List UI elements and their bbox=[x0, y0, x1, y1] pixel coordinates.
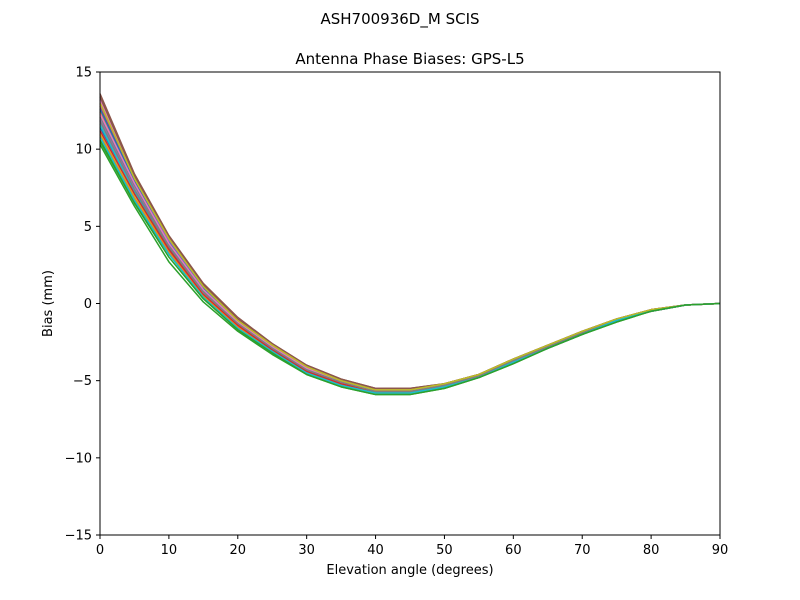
series-line-6 bbox=[99, 93, 721, 390]
x-axis-ticks: 0 10 20 30 40 50 60 70 80 90 bbox=[96, 535, 728, 558]
series-line-12 bbox=[99, 134, 721, 394]
series-line-8 bbox=[99, 116, 721, 393]
series-line-9 bbox=[99, 133, 721, 394]
series-line-2 bbox=[99, 111, 721, 391]
x-tick-label: 80 bbox=[643, 543, 660, 558]
y-axis-ticks: −15 −10 −5 0 5 10 15 bbox=[65, 66, 100, 544]
x-tick-label: 70 bbox=[574, 543, 591, 558]
series-line-4 bbox=[99, 105, 721, 391]
x-tick-label: 30 bbox=[298, 543, 315, 558]
x-tick-label: 10 bbox=[161, 543, 178, 558]
series-line-19 bbox=[99, 102, 721, 391]
series-line-14 bbox=[99, 130, 721, 393]
y-tick-label: 15 bbox=[75, 66, 92, 81]
series-line-18 bbox=[99, 121, 721, 393]
figure-suptitle: ASH700936D_M SCIS bbox=[320, 10, 479, 29]
x-tick-label: 60 bbox=[505, 543, 522, 558]
series-line-16 bbox=[99, 96, 721, 390]
y-axis-label: Bias (mm) bbox=[41, 270, 56, 337]
series-line-10 bbox=[99, 124, 721, 394]
chart-title: Antenna Phase Biases: GPS-L5 bbox=[295, 50, 524, 68]
x-tick-label: 20 bbox=[230, 543, 247, 558]
y-tick-label: −5 bbox=[73, 374, 92, 389]
series-line-21 bbox=[99, 141, 721, 396]
y-tick-label: 5 bbox=[84, 220, 92, 235]
x-tick-label: 40 bbox=[367, 543, 384, 558]
series-line-5 bbox=[99, 119, 721, 393]
y-tick-label: 10 bbox=[75, 143, 92, 158]
y-tick-label: −10 bbox=[65, 451, 92, 466]
plot-frame bbox=[99, 71, 721, 536]
x-axis-label: Elevation angle (degrees) bbox=[326, 563, 493, 578]
series-layer bbox=[99, 93, 721, 396]
series-line-3 bbox=[99, 139, 721, 394]
series-line-11 bbox=[99, 108, 721, 391]
y-tick-label: 0 bbox=[84, 297, 92, 312]
series-line-15 bbox=[99, 104, 721, 391]
series-line-17 bbox=[99, 113, 721, 391]
series-line-20 bbox=[99, 136, 721, 394]
series-line-1 bbox=[99, 127, 721, 393]
x-tick-label: 0 bbox=[96, 543, 104, 558]
x-tick-label: 50 bbox=[436, 543, 453, 558]
series-line-7 bbox=[99, 99, 721, 391]
y-tick-label: −15 bbox=[65, 529, 92, 544]
x-tick-label: 90 bbox=[712, 543, 729, 558]
